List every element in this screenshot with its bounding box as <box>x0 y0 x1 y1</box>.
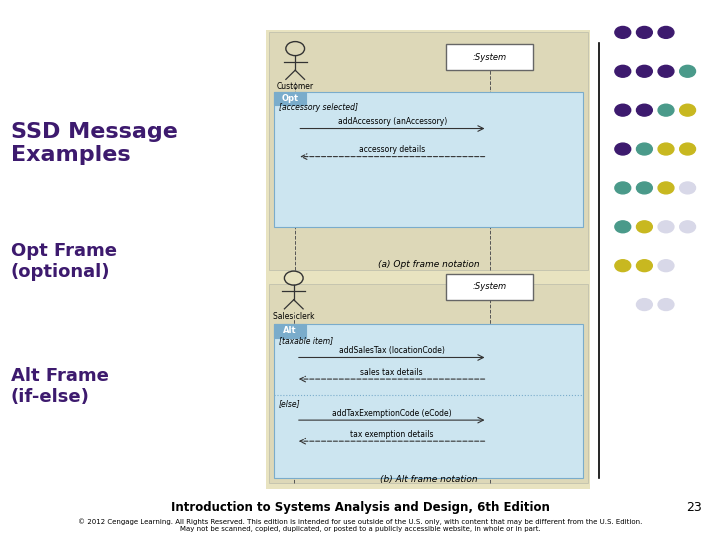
Text: :System: :System <box>472 53 507 62</box>
Circle shape <box>658 182 674 194</box>
Text: [accessory selected]: [accessory selected] <box>279 104 358 112</box>
Text: Opt Frame
(optional): Opt Frame (optional) <box>11 242 117 281</box>
Circle shape <box>680 143 696 155</box>
Circle shape <box>615 221 631 233</box>
Text: [else]: [else] <box>279 399 300 408</box>
Circle shape <box>658 221 674 233</box>
Circle shape <box>615 104 631 116</box>
Circle shape <box>658 26 674 38</box>
FancyBboxPatch shape <box>446 44 533 70</box>
Circle shape <box>615 65 631 77</box>
Circle shape <box>680 182 696 194</box>
Text: Customer: Customer <box>276 82 314 91</box>
Circle shape <box>615 182 631 194</box>
Circle shape <box>658 260 674 272</box>
Circle shape <box>636 260 652 272</box>
Text: :System: :System <box>472 282 507 291</box>
Text: 23: 23 <box>686 501 702 514</box>
FancyBboxPatch shape <box>274 92 306 105</box>
Circle shape <box>658 65 674 77</box>
Text: addSalesTax (locationCode): addSalesTax (locationCode) <box>338 346 445 355</box>
Circle shape <box>680 221 696 233</box>
FancyBboxPatch shape <box>446 274 533 300</box>
Circle shape <box>636 299 652 310</box>
Circle shape <box>636 65 652 77</box>
FancyBboxPatch shape <box>269 284 588 483</box>
FancyBboxPatch shape <box>274 324 306 338</box>
FancyBboxPatch shape <box>266 30 590 489</box>
Circle shape <box>680 104 696 116</box>
FancyBboxPatch shape <box>269 32 588 270</box>
Text: addTaxExemptionCode (eCode): addTaxExemptionCode (eCode) <box>332 409 451 417</box>
Text: Introduction to Systems Analysis and Design, 6th Edition: Introduction to Systems Analysis and Des… <box>171 501 549 514</box>
Circle shape <box>636 104 652 116</box>
Circle shape <box>615 260 631 272</box>
Text: Alt Frame
(if-else): Alt Frame (if-else) <box>11 367 109 406</box>
Circle shape <box>658 299 674 310</box>
Text: © 2012 Cengage Learning. All Rights Reserved. This edition is intended for use o: © 2012 Cengage Learning. All Rights Rese… <box>78 518 642 532</box>
Circle shape <box>636 26 652 38</box>
Text: tax exemption details: tax exemption details <box>350 430 433 438</box>
Text: addAccessory (anAccessory): addAccessory (anAccessory) <box>338 117 447 126</box>
FancyBboxPatch shape <box>274 324 583 478</box>
Text: Sales clerk: Sales clerk <box>273 312 315 321</box>
Circle shape <box>658 143 674 155</box>
Text: (b) Alt frame notation: (b) Alt frame notation <box>379 475 477 484</box>
Text: SSD Message
Examples: SSD Message Examples <box>11 122 178 165</box>
Text: (a) Opt frame notation: (a) Opt frame notation <box>377 260 480 269</box>
Text: accessory details: accessory details <box>359 145 426 154</box>
Circle shape <box>615 26 631 38</box>
Circle shape <box>658 104 674 116</box>
Text: Alt: Alt <box>283 326 297 335</box>
Circle shape <box>636 182 652 194</box>
Circle shape <box>636 221 652 233</box>
FancyBboxPatch shape <box>274 92 583 227</box>
Text: sales tax details: sales tax details <box>361 368 423 376</box>
Text: Opt: Opt <box>282 94 298 103</box>
Text: [taxable item]: [taxable item] <box>279 336 333 345</box>
Circle shape <box>636 143 652 155</box>
Circle shape <box>680 65 696 77</box>
Circle shape <box>615 143 631 155</box>
